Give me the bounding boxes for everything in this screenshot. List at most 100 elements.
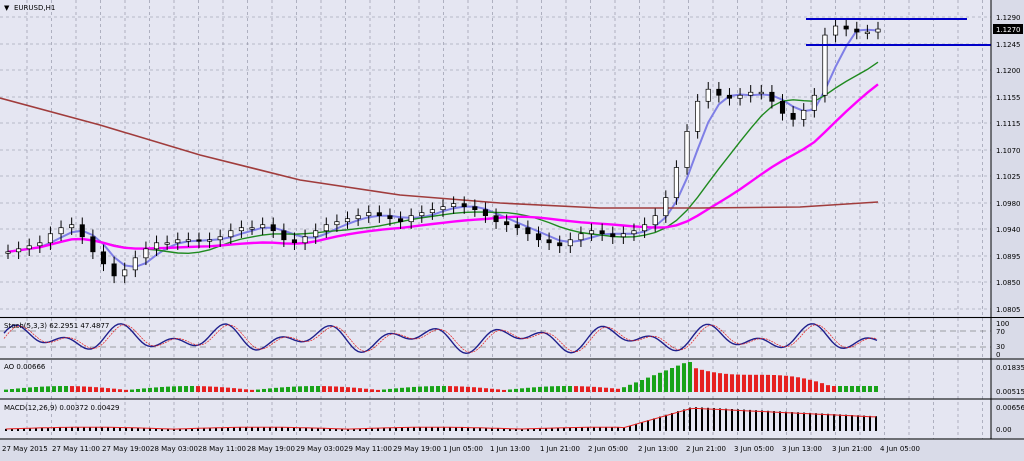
ao-panel[interactable] bbox=[0, 360, 991, 398]
candle-body bbox=[461, 203, 467, 207]
ao-bar bbox=[700, 369, 704, 392]
svg-text:1.1290: 1.1290 bbox=[996, 14, 1021, 22]
candle-body bbox=[726, 94, 733, 99]
symbol-label: EURUSD,H1 bbox=[14, 4, 55, 12]
candle-body bbox=[196, 239, 202, 242]
candle-body bbox=[355, 215, 361, 220]
macd-bar bbox=[689, 407, 691, 431]
ao-bar bbox=[460, 386, 464, 392]
grid-lines bbox=[0, 0, 991, 439]
macd-bar bbox=[587, 427, 589, 431]
candle-body bbox=[5, 251, 11, 254]
macd-bar bbox=[557, 427, 559, 431]
macd-bar bbox=[221, 427, 223, 431]
ao-bar bbox=[538, 386, 542, 392]
triangle-down-icon[interactable]: ▼ bbox=[4, 4, 10, 12]
ao-bar bbox=[196, 386, 200, 392]
ao-bar bbox=[484, 388, 488, 392]
macd-bar bbox=[335, 428, 337, 431]
ao-bar bbox=[634, 382, 638, 392]
macd-bar bbox=[419, 427, 421, 431]
svg-text:28 May 19:00: 28 May 19:00 bbox=[247, 445, 295, 453]
macd-bar bbox=[353, 428, 355, 431]
candle-body bbox=[673, 167, 679, 198]
ao-bar bbox=[346, 387, 350, 392]
macd-bar bbox=[227, 427, 229, 431]
ao-bar bbox=[808, 379, 812, 392]
svg-text:1.1200: 1.1200 bbox=[996, 67, 1021, 75]
macd-bar bbox=[47, 427, 49, 431]
ao-bar bbox=[436, 386, 440, 392]
macd-bar bbox=[125, 427, 127, 431]
macd-bar bbox=[11, 428, 13, 431]
macd-bar bbox=[263, 427, 265, 431]
stoch-main-line bbox=[3, 323, 878, 355]
macd-bar bbox=[401, 427, 403, 431]
svg-text:29 May 03:00: 29 May 03:00 bbox=[296, 445, 344, 453]
macd-bar bbox=[683, 409, 685, 431]
ao-bar bbox=[694, 368, 698, 392]
candle-body bbox=[546, 239, 552, 244]
price-panel[interactable] bbox=[0, 0, 991, 316]
macd-bar bbox=[155, 428, 157, 431]
macd-bar bbox=[161, 428, 163, 431]
macd-bar bbox=[209, 427, 211, 431]
ao-bar bbox=[412, 386, 416, 392]
macd-bar bbox=[425, 427, 427, 431]
candle-body bbox=[376, 212, 382, 217]
macd-bar bbox=[719, 408, 721, 431]
macd-bar bbox=[593, 427, 595, 431]
macd-bar bbox=[431, 427, 433, 431]
macd-bar bbox=[29, 428, 31, 431]
candle-body bbox=[822, 34, 828, 96]
ao-bar bbox=[406, 387, 410, 392]
macd-bar bbox=[233, 427, 235, 431]
candle-body bbox=[811, 94, 817, 111]
ao-bar bbox=[226, 387, 230, 392]
ao-bar bbox=[268, 388, 272, 392]
macd-bar bbox=[743, 409, 745, 431]
candle-body bbox=[143, 248, 149, 259]
macd-panel[interactable] bbox=[0, 400, 991, 438]
candle-body bbox=[578, 233, 584, 241]
macd-bar bbox=[515, 428, 517, 431]
ao-bar bbox=[46, 386, 50, 392]
macd-bar bbox=[521, 428, 523, 431]
ao-bar bbox=[736, 374, 740, 392]
macd-bar bbox=[59, 427, 61, 431]
macd-bar bbox=[239, 427, 241, 431]
macd-bar bbox=[647, 420, 649, 431]
ao-bar bbox=[520, 388, 524, 392]
stoch-panel[interactable] bbox=[0, 319, 991, 358]
svg-text:28 May 03:00: 28 May 03:00 bbox=[150, 445, 198, 453]
ao-bar bbox=[844, 386, 848, 392]
ao-bar bbox=[220, 387, 224, 392]
candle-body bbox=[833, 25, 839, 36]
macd-bar bbox=[545, 428, 547, 431]
macd-bar bbox=[5, 428, 7, 431]
macd-bar bbox=[311, 427, 313, 431]
svg-text:30: 30 bbox=[996, 343, 1005, 351]
ao-bar bbox=[544, 386, 548, 392]
svg-text:1.1245: 1.1245 bbox=[996, 41, 1021, 49]
candle-body bbox=[175, 239, 181, 244]
stoch-label: Stoch(5,3,3) 62.2951 47.4877 bbox=[4, 322, 109, 330]
stoch-axis: 100 70 30 0 bbox=[996, 320, 1009, 359]
ao-bar bbox=[34, 386, 38, 392]
ao-bar bbox=[310, 386, 314, 392]
ao-bar bbox=[4, 389, 8, 392]
candle-body bbox=[620, 233, 626, 238]
ao-histogram bbox=[4, 362, 878, 392]
macd-bar bbox=[89, 427, 91, 431]
ao-bar bbox=[772, 375, 776, 392]
ao-bar bbox=[472, 387, 476, 392]
macd-bar bbox=[455, 427, 457, 431]
macd-bar bbox=[407, 427, 409, 431]
candle-body bbox=[79, 224, 85, 238]
ao-bar bbox=[172, 386, 176, 392]
macd-bar bbox=[443, 427, 445, 431]
macd-bar bbox=[119, 427, 121, 431]
level-lines[interactable] bbox=[806, 18, 991, 46]
